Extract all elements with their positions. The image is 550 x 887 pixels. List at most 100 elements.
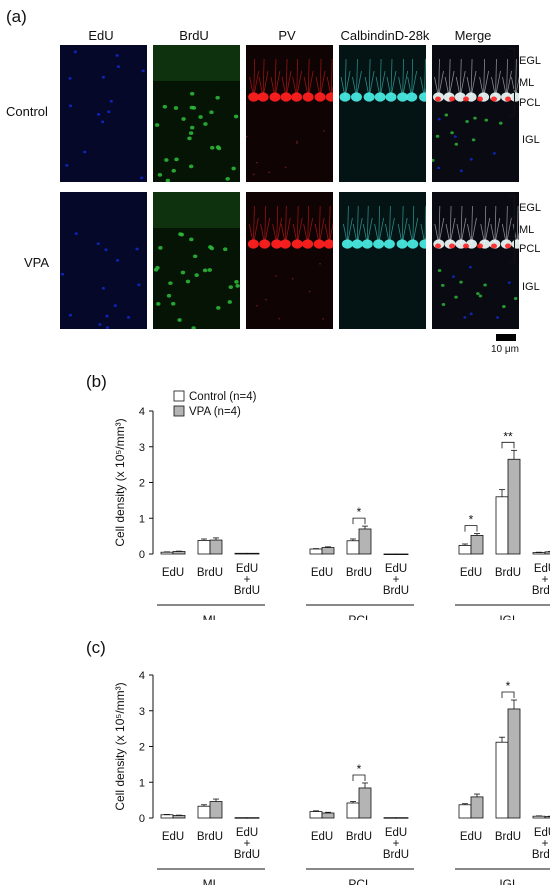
layer-bracket	[509, 70, 515, 90]
bar-control	[495, 496, 509, 555]
bar-vpa	[470, 796, 484, 819]
bar-control	[532, 815, 546, 819]
micrograph-merge-vpa	[432, 192, 519, 329]
layer-label-egl: EGL	[519, 55, 542, 67]
micrograph-edu-vpa	[60, 192, 147, 329]
significance-bracket	[464, 525, 478, 532]
panel-c-label: (c)	[86, 638, 106, 657]
bar-vpa	[395, 817, 409, 819]
micrograph-brdu-vpa	[153, 192, 240, 329]
bar-vpa	[209, 539, 223, 555]
bar-vpa	[172, 815, 186, 819]
significance-marker: **	[503, 429, 513, 443]
y-axis-label: Cell density (x 10⁵/mm³)	[113, 418, 127, 546]
significance-marker: *	[357, 762, 362, 776]
scale-bar-label: 10 μm	[491, 344, 519, 355]
category-label: EdU	[162, 567, 184, 579]
y-tick-label: 2	[139, 742, 145, 754]
category-label: BrdU	[197, 831, 223, 843]
bar-vpa	[544, 551, 550, 555]
significance-bracket	[352, 517, 366, 525]
bar-vpa	[395, 553, 409, 556]
row-header-control: Control	[6, 104, 48, 119]
category-label: BrdU	[346, 831, 372, 843]
micrograph-pv-control	[246, 45, 333, 182]
group-label: ML	[203, 877, 220, 885]
bar-vpa	[321, 812, 335, 819]
bar-vpa	[246, 552, 260, 555]
micrograph-calbindind-28k-vpa	[339, 192, 426, 329]
bar-control	[160, 814, 174, 819]
significance-bracket	[501, 441, 515, 449]
bar-control	[532, 552, 546, 555]
layer-bracket	[509, 239, 515, 263]
layer-label-igl: IGL	[522, 134, 540, 146]
bar-control	[234, 817, 248, 819]
bar-control	[346, 802, 360, 819]
significance-marker: *	[357, 505, 362, 519]
bar-control	[160, 551, 174, 555]
bar-vpa	[507, 708, 521, 819]
bar-vpa	[209, 801, 223, 819]
column-header-merge: Merge	[454, 28, 492, 43]
legend-label: VPA (n=4)	[189, 406, 241, 418]
y-axis-label: Cell density (x 10⁵/mm³)	[113, 682, 127, 810]
category-label: EdU+BrdU	[383, 827, 409, 861]
scale-bar	[496, 334, 516, 341]
panel-b-label: (b)	[86, 372, 107, 391]
layer-label-pcl: PCL	[519, 243, 541, 255]
group-label: PCL	[348, 613, 372, 620]
layer-label-ml: ML	[519, 224, 535, 236]
bar-vpa	[358, 787, 372, 819]
group-label: PCL	[348, 877, 372, 885]
category-label: EdU+BrdU	[532, 563, 550, 597]
column-header-brdu: BrdU	[179, 28, 209, 43]
column-header-pv: PV	[278, 28, 296, 43]
micrograph-edu-control	[60, 45, 147, 182]
category-label: EdU	[311, 831, 333, 843]
y-tick-label: 0	[139, 549, 145, 561]
micrograph-merge-control	[432, 45, 519, 182]
y-tick-label: 4	[139, 670, 145, 682]
layer-bracket	[509, 92, 515, 116]
bar-vpa	[321, 547, 335, 555]
layer-label-pcl: PCL	[519, 97, 541, 109]
category-label: EdU	[311, 567, 333, 579]
bar-vpa	[358, 528, 372, 555]
y-tick-label: 0	[139, 813, 145, 825]
bar-control	[309, 811, 323, 819]
group-label: IGL	[499, 877, 519, 885]
y-tick-label: 3	[139, 442, 145, 454]
bar-control	[197, 805, 211, 819]
bar-control	[383, 553, 397, 556]
category-label: BrdU	[495, 831, 521, 843]
bar-control	[495, 741, 509, 819]
category-label: EdU+BrdU	[234, 563, 260, 597]
bar-control	[234, 552, 248, 555]
y-tick-label: 2	[139, 478, 145, 490]
category-label: EdU	[162, 831, 184, 843]
layer-bracket	[509, 195, 515, 217]
layer-label-ml: ML	[519, 77, 535, 89]
category-label: BrdU	[197, 567, 223, 579]
bar-vpa	[507, 458, 521, 555]
y-tick-label: 1	[139, 777, 145, 789]
layer-bracket	[509, 48, 515, 70]
bar-control	[197, 540, 211, 555]
legend-swatch	[173, 405, 185, 417]
significance-marker: *	[506, 679, 511, 693]
bar-control	[383, 817, 397, 819]
legend-label: Control (n=4)	[189, 391, 257, 403]
bar-control	[309, 548, 323, 555]
layer-label-egl: EGL	[519, 202, 542, 214]
significance-marker: *	[469, 513, 474, 527]
column-header-edu: EdU	[88, 28, 114, 43]
category-label: BrdU	[495, 567, 521, 579]
group-label: ML	[203, 613, 220, 620]
micrograph-pv-vpa	[246, 192, 333, 329]
row-header-vpa: VPA	[24, 255, 50, 270]
significance-bracket	[501, 691, 515, 699]
y-tick-label: 4	[139, 406, 145, 418]
panel-a-label: (a)	[6, 7, 27, 26]
bar-control	[458, 545, 472, 555]
